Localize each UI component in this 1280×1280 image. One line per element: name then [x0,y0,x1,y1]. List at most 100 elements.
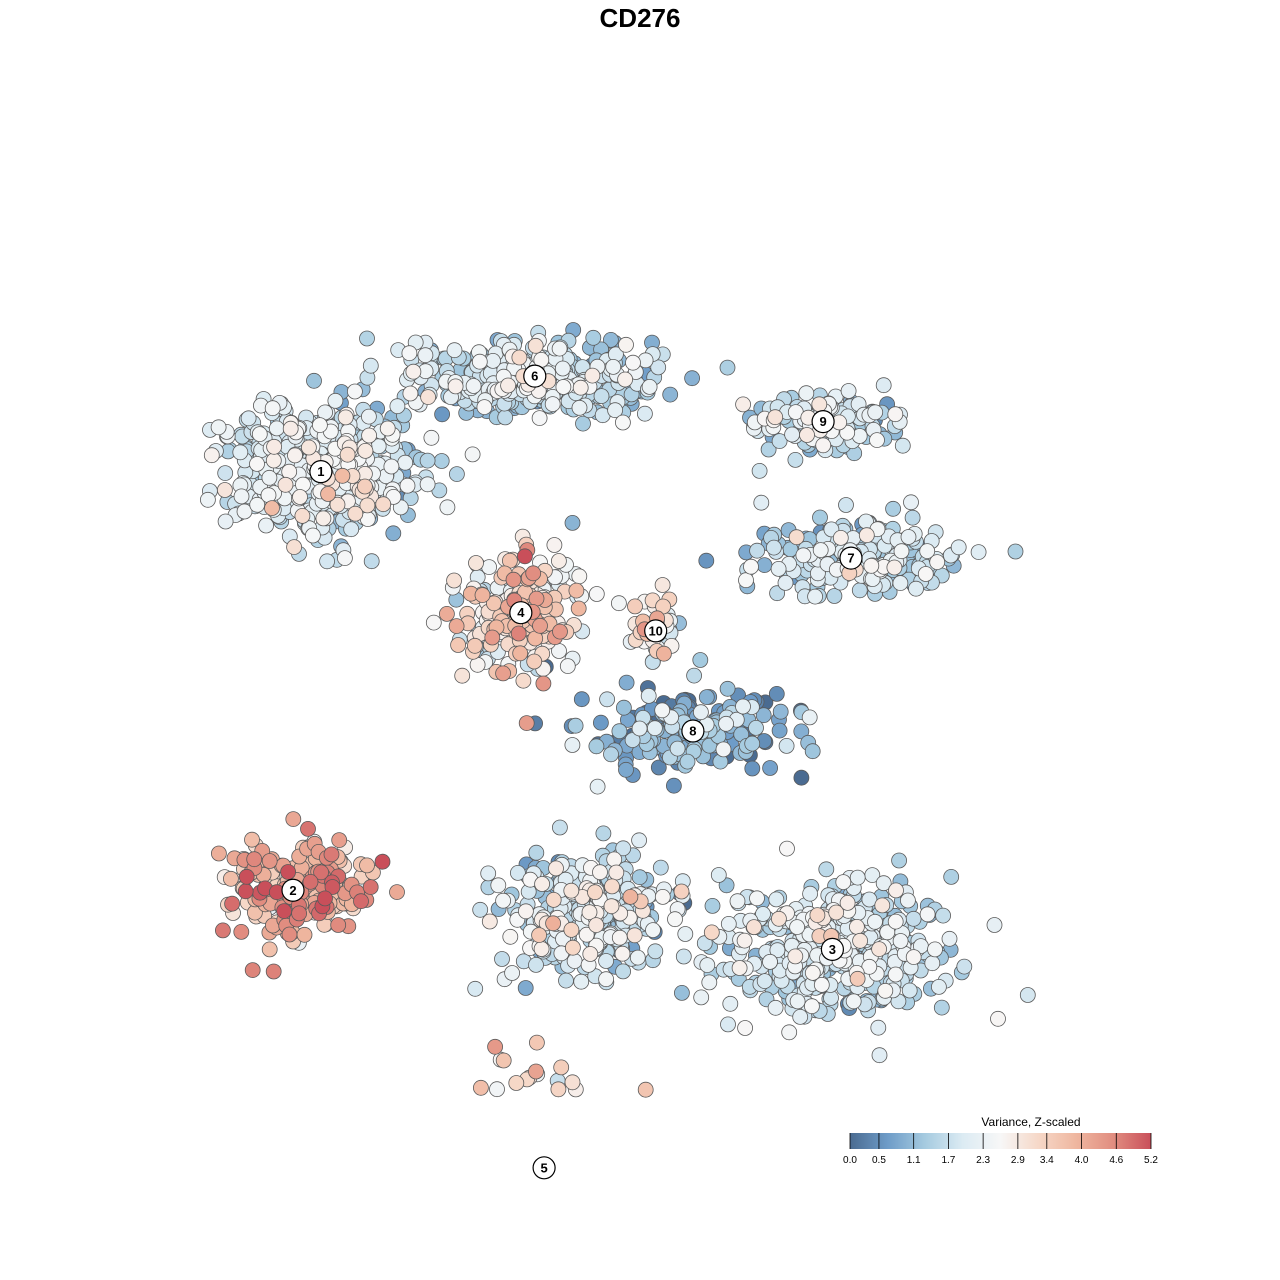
scatter-point [518,903,534,920]
scatter-point [933,999,950,1016]
scatter-point [525,565,542,582]
scatter-point [781,1024,798,1041]
scatter-point [306,372,322,389]
scatter-point [559,658,576,674]
scatter-point [585,329,602,346]
scatter-point [618,761,634,778]
scatter-point [793,723,810,740]
scatter-point [867,913,883,930]
scatter-point [905,949,922,965]
scatter-point [870,1019,887,1036]
scatter-point [545,915,561,932]
scatter-point [693,704,709,721]
scatter-point [919,906,936,923]
scatter-point [554,360,571,377]
scatter-point [935,907,951,924]
scatter-point [438,606,455,622]
scatter-point [674,985,690,1001]
scatter-point [265,452,282,469]
cluster-label: 7 [847,551,854,566]
scatter-point [570,600,587,617]
scatter-point [494,951,510,967]
scatter-point [550,1081,567,1098]
scatter-point [778,738,795,754]
scatter-point [927,941,943,958]
scatter-point [423,429,440,446]
scatter-point [743,558,759,575]
scatter-point [249,455,265,472]
legend-tick-label: 2.3 [976,1155,990,1166]
scatter-point [624,732,641,748]
scatter-point [631,720,648,737]
scatter-point [615,963,631,980]
chart-title: CD276 [600,3,681,33]
scatter-point [593,388,610,405]
scatter-point [489,1081,505,1098]
scatter-point [399,477,416,494]
scatter-point [472,1079,489,1096]
scatter-point [753,494,770,511]
scatter-point [565,939,581,956]
scatter-point [798,385,815,402]
scatter-point [888,882,904,899]
scatter-point [544,396,561,413]
scatter-point [558,972,574,989]
scatter-point [401,345,418,362]
scatter-point [885,500,901,517]
scatter-point [611,929,628,946]
scatter-point [917,566,934,582]
scatter-point [720,916,737,932]
scatter-point [767,999,784,1016]
scatter-point [528,1063,544,1080]
scatter-point [684,370,700,387]
scatter-point [755,906,771,922]
legend-tick-label: 1.7 [941,1155,955,1166]
scatter-point [809,907,826,923]
scatter-point [251,426,268,443]
scatter-point [789,993,806,1010]
scatter-point [762,954,778,970]
scatter-point [812,509,828,526]
scatter-point [490,877,507,894]
scatter-point [924,955,941,972]
scatter-point [756,973,773,989]
scatter-point [647,720,663,737]
scatter-point [548,860,564,877]
scatter-point [887,913,904,930]
scatter-point [375,496,392,513]
scatter-point [405,363,422,380]
scatter-point [767,409,784,426]
scatter-point [788,529,805,546]
scatter-point [802,885,818,902]
scatter-point [892,933,909,949]
scatter-point [244,962,261,978]
scatter-point [526,653,543,670]
scatter-point [532,617,548,634]
scatter-point [887,966,904,983]
cluster-label: 9 [819,414,826,429]
scatter-point [356,478,373,495]
scatter-point [768,686,785,702]
scatter-point [481,559,498,575]
scatter-point [637,1081,654,1098]
scatter-point [474,587,491,603]
cluster-label: 10 [648,623,662,638]
scatter-point [929,554,946,570]
scatter-point [804,998,820,1015]
scatter-point [828,904,845,921]
scatter-point [266,438,283,455]
scatter-point [611,595,627,612]
scatter-point [287,447,303,464]
legend-tick-label: 0.0 [843,1155,857,1166]
scatter-point [662,386,679,403]
scatter-point [710,867,727,883]
scatter-point [744,735,761,752]
scatter-point [771,433,788,450]
scatter-point [336,550,353,566]
scatter-point [606,851,623,868]
scatter-point [598,971,614,988]
scatter-point [502,928,519,945]
scatter-point [900,892,916,909]
scatter-point [589,778,606,795]
scatter-point [480,865,497,882]
